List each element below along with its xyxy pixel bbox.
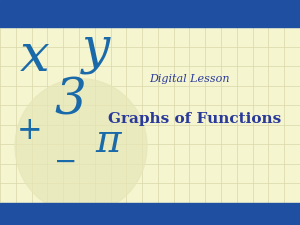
Text: +: + [17, 115, 43, 146]
Text: 3: 3 [55, 76, 86, 126]
Text: y: y [82, 25, 110, 74]
Text: −: − [54, 148, 78, 176]
Text: Digital Lesson: Digital Lesson [149, 74, 229, 84]
Text: Graphs of Functions: Graphs of Functions [108, 112, 282, 126]
Text: π: π [95, 123, 121, 160]
Text: x: x [20, 31, 50, 82]
Bar [0, 0, 300, 27]
Ellipse shape [15, 79, 147, 214]
Bar [0, 202, 300, 225]
